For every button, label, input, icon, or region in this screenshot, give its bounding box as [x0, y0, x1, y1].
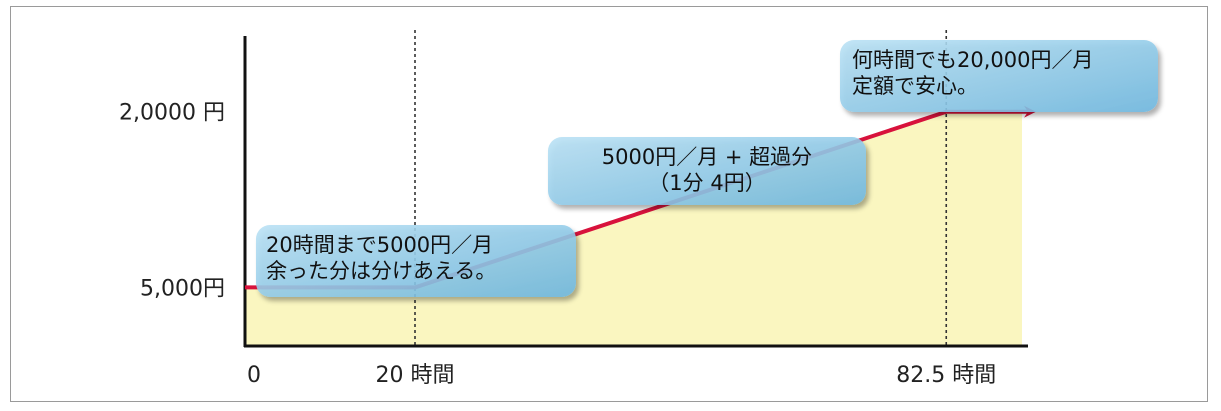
x-tick-label: 0	[247, 363, 261, 388]
annotation-bubble-box	[840, 40, 1158, 112]
annotation-bubble: 5000円／月 + 超過分（1分 4円）	[548, 137, 866, 205]
annotation-text: 5000円／月 + 超過分	[602, 145, 812, 169]
annotation-text: （1分 4円）	[648, 171, 765, 195]
x-tick-label: 20 時間	[376, 363, 455, 388]
y-tick-label: 5,000円	[140, 276, 225, 301]
annotation-bubble-box	[256, 225, 576, 297]
annotation-text: 余った分は分けあえる。	[266, 259, 496, 283]
x-tick-label: 82.5 時間	[896, 363, 996, 388]
annotation-bubble-box	[548, 137, 866, 205]
annotation-text: 定額で安心。	[852, 74, 978, 98]
annotation-text: 何時間でも20,000円／月	[852, 48, 1093, 72]
annotation-text: 20時間まで5000円／月	[266, 233, 493, 257]
y-tick-label: 2,0000 円	[119, 101, 225, 126]
